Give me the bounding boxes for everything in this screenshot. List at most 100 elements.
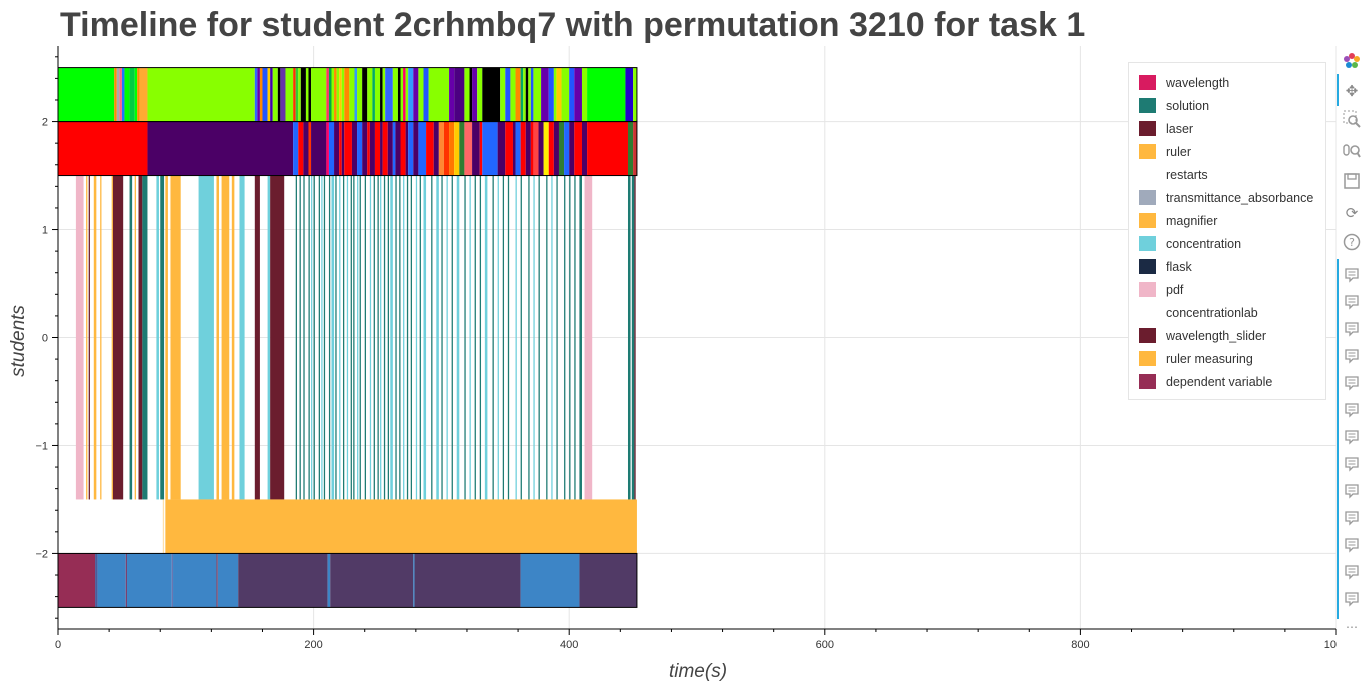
timeline-segment xyxy=(334,121,340,176)
timeline-segment xyxy=(564,121,570,176)
hover-tool-icon[interactable] xyxy=(1341,480,1363,502)
hover-tool-icon[interactable] xyxy=(1341,399,1363,421)
timeline-segment xyxy=(359,175,361,500)
legend-item[interactable]: restarts xyxy=(1139,163,1315,186)
timeline-segment xyxy=(387,121,393,176)
legend-label: laser xyxy=(1166,121,1194,136)
timeline-segment xyxy=(459,121,465,176)
legend-item[interactable]: ruler xyxy=(1139,140,1315,163)
timeline-segment xyxy=(482,121,498,176)
timeline-segment xyxy=(111,175,113,500)
timeline-segment xyxy=(433,121,439,176)
wheel-zoom-icon[interactable] xyxy=(1341,140,1363,162)
timeline-segment xyxy=(553,67,557,122)
timeline-segment xyxy=(295,67,299,122)
timeline-segment xyxy=(472,67,478,122)
hover-tool-icon[interactable] xyxy=(1341,588,1363,610)
timeline-segment xyxy=(254,67,258,122)
hover-tool-icon[interactable] xyxy=(1341,372,1363,394)
hover-tool-icon[interactable] xyxy=(1341,561,1363,583)
plot-area[interactable]: 0 200 400 600 800 1000 2 1 0 −1 −2 time(s) student… xyxy=(0,0,1337,683)
timeline-segment xyxy=(502,175,505,500)
legend-item[interactable]: transmittance_absorbance xyxy=(1139,186,1315,209)
timeline-segment xyxy=(293,67,296,122)
more-tools-icon[interactable]: ⋯ xyxy=(1346,620,1358,634)
timeline-segment xyxy=(634,175,636,500)
legend-item[interactable]: wavelength xyxy=(1139,71,1315,94)
timeline-segment xyxy=(377,175,379,500)
pan-icon[interactable]: ✥ xyxy=(1345,82,1359,100)
hover-tool-icon[interactable] xyxy=(1341,453,1363,475)
x-tick-label: 400 xyxy=(560,639,578,651)
reset-icon[interactable]: ⟳ xyxy=(1345,204,1359,222)
timeline-segment xyxy=(311,67,327,122)
timeline-segment xyxy=(58,553,96,608)
timeline-segment xyxy=(415,175,418,500)
legend-swatch xyxy=(1139,190,1156,205)
timeline-segment xyxy=(556,67,562,122)
legend-item[interactable]: dependent variable xyxy=(1139,370,1315,393)
timeline-segment xyxy=(217,553,239,608)
legend-label: dependent variable xyxy=(1166,374,1273,389)
timeline-segment xyxy=(515,67,521,122)
timeline-segment xyxy=(270,67,273,122)
legend-item[interactable]: pdf xyxy=(1139,278,1315,301)
timeline-segment xyxy=(633,67,637,122)
timeline-segment xyxy=(436,175,439,500)
timeline-segment xyxy=(171,553,174,608)
timeline-segment xyxy=(170,175,181,500)
save-icon[interactable] xyxy=(1341,170,1363,192)
timeline-segment xyxy=(367,67,373,122)
timeline-segment xyxy=(270,175,285,500)
timeline-segment xyxy=(408,121,414,176)
timeline-segment xyxy=(129,67,135,122)
timeline-segment xyxy=(280,67,286,122)
timeline-segment xyxy=(95,553,98,608)
timeline-segment xyxy=(500,67,506,122)
timeline-segment xyxy=(579,553,637,608)
hover-tool-icon[interactable] xyxy=(1341,291,1363,313)
legend-label: restarts xyxy=(1166,167,1208,182)
timeline-segment xyxy=(405,121,409,176)
timeline-segment xyxy=(579,175,582,500)
hover-tool-icon[interactable] xyxy=(1341,264,1363,286)
hover-tool-icon[interactable] xyxy=(1341,345,1363,367)
legend-item[interactable]: magnifier xyxy=(1139,209,1315,232)
hover-tool-icon[interactable] xyxy=(1341,534,1363,556)
help-icon[interactable]: ? xyxy=(1341,231,1363,253)
timeline-segment xyxy=(311,121,327,176)
timeline-segment xyxy=(259,67,263,122)
timeline-segment xyxy=(311,175,313,500)
timeline-segment xyxy=(119,67,122,122)
timeline-segment xyxy=(543,121,549,176)
timeline-segment xyxy=(418,121,427,176)
legend-item[interactable]: flask xyxy=(1139,255,1315,278)
bokeh-logo-icon[interactable] xyxy=(1341,50,1363,72)
timeline-segment xyxy=(512,121,516,176)
legend-item[interactable]: ruler measuring xyxy=(1139,347,1315,370)
timeline-segment xyxy=(556,175,558,500)
timeline-segment xyxy=(469,175,471,500)
box-zoom-icon[interactable] xyxy=(1341,108,1363,130)
legend-item[interactable]: laser xyxy=(1139,117,1315,140)
timeline-segment xyxy=(395,175,397,500)
timeline-segment xyxy=(438,121,444,176)
hover-tool-icon[interactable] xyxy=(1341,318,1363,340)
timeline-segment xyxy=(479,121,483,176)
timeline-segment xyxy=(305,67,309,122)
timeline-segment xyxy=(336,67,340,122)
timeline-segment xyxy=(231,175,235,500)
legend-item[interactable]: wavelength_slider xyxy=(1139,324,1315,347)
timeline-segment xyxy=(339,121,342,176)
legend-item[interactable]: concentration xyxy=(1139,232,1315,255)
hover-tool-icon[interactable] xyxy=(1341,507,1363,529)
timeline-segment xyxy=(339,175,341,500)
legend-swatch xyxy=(1139,121,1156,136)
legend-item[interactable]: concentrationlab xyxy=(1139,301,1315,324)
timeline-segment xyxy=(399,175,401,500)
timeline-segment xyxy=(75,175,84,500)
timeline-segment xyxy=(277,67,281,122)
legend-item[interactable]: solution xyxy=(1139,94,1315,117)
timeline-segment xyxy=(413,67,419,122)
hover-tool-icon[interactable] xyxy=(1341,426,1363,448)
